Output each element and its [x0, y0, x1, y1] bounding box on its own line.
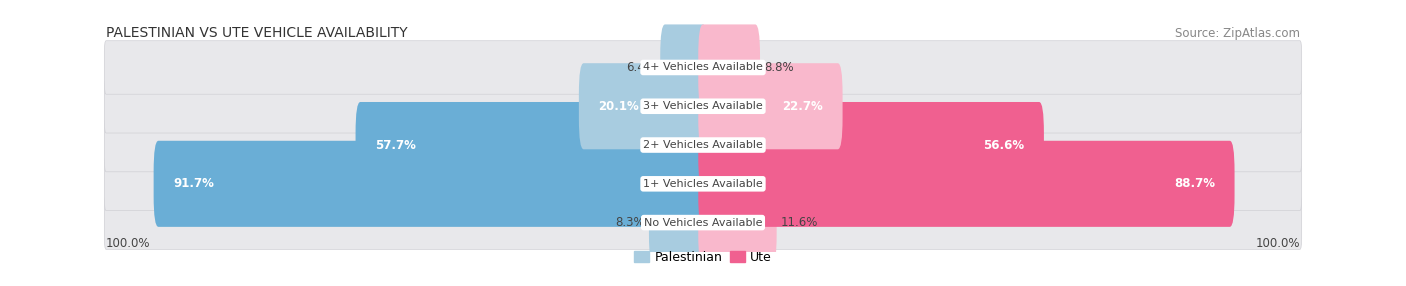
FancyBboxPatch shape	[104, 196, 1302, 249]
FancyBboxPatch shape	[153, 141, 707, 227]
FancyBboxPatch shape	[699, 141, 1234, 227]
FancyBboxPatch shape	[650, 180, 707, 266]
FancyBboxPatch shape	[579, 63, 707, 149]
FancyBboxPatch shape	[104, 157, 1302, 210]
Text: 3+ Vehicles Available: 3+ Vehicles Available	[643, 101, 763, 111]
FancyBboxPatch shape	[104, 41, 1302, 94]
Text: 2+ Vehicles Available: 2+ Vehicles Available	[643, 140, 763, 150]
Text: 8.8%: 8.8%	[765, 61, 794, 74]
Text: 6.4%: 6.4%	[626, 61, 657, 74]
Text: 56.6%: 56.6%	[983, 138, 1025, 152]
FancyBboxPatch shape	[104, 80, 1302, 133]
Text: 8.3%: 8.3%	[616, 216, 645, 229]
FancyBboxPatch shape	[699, 180, 776, 266]
Text: 88.7%: 88.7%	[1174, 177, 1215, 190]
FancyBboxPatch shape	[661, 24, 707, 110]
Text: Source: ZipAtlas.com: Source: ZipAtlas.com	[1175, 27, 1301, 40]
Text: 11.6%: 11.6%	[780, 216, 818, 229]
Text: No Vehicles Available: No Vehicles Available	[644, 218, 762, 228]
Text: 22.7%: 22.7%	[782, 100, 823, 113]
FancyBboxPatch shape	[699, 102, 1043, 188]
Text: 100.0%: 100.0%	[105, 237, 150, 251]
FancyBboxPatch shape	[699, 24, 761, 110]
Text: 57.7%: 57.7%	[375, 138, 416, 152]
Text: 20.1%: 20.1%	[599, 100, 640, 113]
Text: 4+ Vehicles Available: 4+ Vehicles Available	[643, 62, 763, 72]
FancyBboxPatch shape	[699, 63, 842, 149]
FancyBboxPatch shape	[104, 118, 1302, 172]
Text: PALESTINIAN VS UTE VEHICLE AVAILABILITY: PALESTINIAN VS UTE VEHICLE AVAILABILITY	[105, 26, 408, 40]
Text: 1+ Vehicles Available: 1+ Vehicles Available	[643, 179, 763, 189]
FancyBboxPatch shape	[356, 102, 707, 188]
Text: 100.0%: 100.0%	[1256, 237, 1301, 251]
Legend: Palestinian, Ute: Palestinian, Ute	[634, 251, 772, 264]
Text: 91.7%: 91.7%	[173, 177, 214, 190]
